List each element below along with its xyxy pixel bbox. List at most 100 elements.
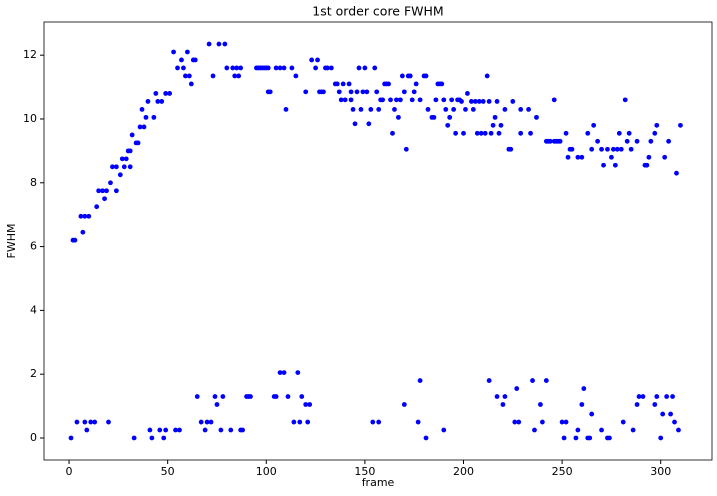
point	[113, 164, 119, 170]
point	[129, 132, 135, 138]
point	[510, 99, 516, 104]
point	[534, 114, 539, 120]
point	[478, 130, 484, 136]
point	[488, 130, 494, 136]
point	[401, 89, 407, 95]
point	[502, 107, 508, 112]
point	[392, 107, 397, 112]
point	[248, 394, 253, 399]
point	[557, 138, 563, 144]
point	[321, 89, 326, 95]
point	[618, 146, 624, 152]
point	[575, 154, 581, 160]
point	[605, 146, 610, 152]
point	[423, 435, 429, 441]
point	[307, 402, 313, 407]
point	[137, 124, 143, 130]
point	[468, 99, 474, 104]
point	[206, 41, 212, 47]
point	[500, 402, 506, 407]
point	[628, 146, 634, 152]
point	[303, 402, 309, 407]
point	[149, 435, 155, 441]
point	[188, 81, 194, 87]
point	[281, 65, 287, 71]
point	[666, 138, 672, 144]
y-tick-label: 0	[30, 431, 37, 444]
point	[362, 65, 368, 71]
point	[652, 130, 658, 136]
point	[123, 156, 129, 162]
point	[508, 146, 514, 152]
point	[409, 97, 415, 103]
point	[338, 97, 344, 103]
point	[100, 188, 105, 194]
point	[538, 402, 543, 407]
point	[102, 196, 107, 202]
point	[273, 394, 279, 399]
point	[297, 419, 303, 425]
point	[194, 394, 200, 399]
point	[370, 419, 376, 425]
point	[374, 89, 380, 95]
point	[390, 130, 395, 136]
point	[325, 65, 330, 71]
point	[177, 427, 182, 433]
point	[518, 107, 524, 112]
point	[532, 427, 537, 433]
point	[220, 394, 226, 399]
point	[218, 427, 224, 433]
point	[528, 130, 533, 136]
point	[486, 378, 492, 383]
point	[445, 122, 451, 128]
point	[472, 99, 478, 104]
point	[291, 419, 297, 425]
point	[654, 394, 660, 399]
point	[636, 394, 642, 399]
point	[192, 57, 198, 63]
point	[265, 65, 271, 71]
x-tick-label: 0	[66, 465, 73, 478]
y-tick-label: 12	[23, 48, 37, 61]
point	[108, 180, 113, 186]
point	[171, 49, 176, 55]
point	[68, 435, 74, 441]
point	[386, 81, 391, 87]
point	[476, 99, 482, 104]
point	[127, 148, 133, 154]
point	[198, 419, 204, 425]
point	[175, 65, 180, 71]
point	[153, 91, 159, 96]
point	[463, 107, 468, 112]
point	[634, 138, 640, 144]
x-tick-label: 50	[161, 465, 175, 478]
point	[502, 394, 508, 399]
point	[396, 114, 401, 120]
y-tick-label: 2	[30, 367, 37, 380]
point	[240, 427, 246, 433]
point	[305, 419, 311, 425]
point	[591, 122, 597, 128]
point	[441, 427, 447, 433]
point	[599, 146, 604, 152]
point	[563, 130, 569, 136]
point	[155, 99, 161, 104]
point	[654, 122, 660, 128]
plot-frame	[43, 21, 713, 461]
point	[234, 65, 240, 71]
point	[299, 394, 305, 399]
point	[518, 130, 524, 136]
point	[376, 419, 382, 425]
point	[484, 73, 490, 79]
point	[183, 73, 188, 79]
point	[498, 122, 504, 128]
point	[380, 97, 386, 103]
point	[425, 107, 431, 112]
point	[470, 107, 476, 112]
point	[277, 370, 283, 375]
point	[143, 114, 149, 120]
point	[336, 89, 342, 95]
point	[585, 130, 591, 136]
y-tick-label: 8	[30, 176, 37, 189]
